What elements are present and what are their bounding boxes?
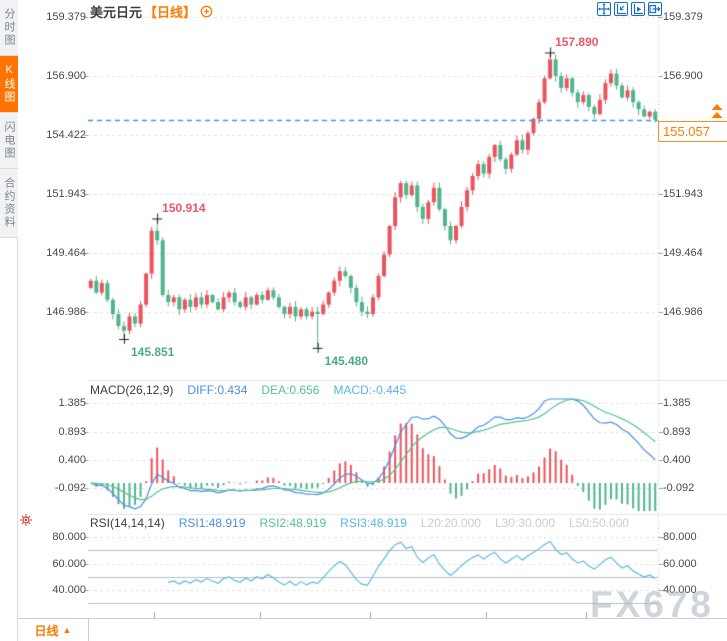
compress-left-icon[interactable]	[614, 2, 628, 16]
macd-diff-value: DIFF:0.434	[187, 383, 248, 397]
indicator-settings-icon[interactable]	[200, 5, 213, 18]
rsi-l20-value: L20:20.000	[420, 516, 481, 530]
last-price-value: 155.057	[663, 124, 710, 139]
rsi-title: RSI(14,14,14)	[90, 516, 165, 530]
macd-title: MACD(26,12,9)	[90, 383, 174, 397]
last-price-box: 155.057	[658, 121, 727, 142]
rsi2-value: RSI2:48.919	[259, 516, 327, 530]
compress-right-icon[interactable]	[631, 2, 645, 16]
sidebar-tab-3[interactable]: 闪电图	[0, 113, 18, 169]
symbol-title: 美元日元	[90, 5, 143, 20]
bottom-bar	[0, 618, 727, 641]
sidebar: 分时图 K线图 闪电图 合约资料	[0, 0, 18, 641]
goto-latest-icon[interactable]	[648, 2, 662, 16]
period-tag: 【日线】	[144, 5, 197, 20]
sidebar-tab-4[interactable]: 合约资料	[0, 169, 18, 238]
move-icon[interactable]	[597, 2, 611, 16]
sidebar-tab-2[interactable]: K线图	[0, 56, 18, 113]
bottom-bar-divider	[88, 618, 89, 641]
price-up-arrow-icon	[710, 103, 724, 120]
alert-icon[interactable]	[19, 513, 33, 527]
rsi-l30-value: L30:30.000	[494, 516, 555, 530]
rsi1-value: RSI1:48.919	[178, 516, 246, 530]
macd-dea-value: DEA:0.656	[261, 383, 320, 397]
rsi3-value: RSI3:48.919	[340, 516, 407, 530]
sidebar-tab-1[interactable]: 分时图	[0, 0, 18, 56]
rsi-label-row: RSI(14,14,14) RSI1:48.919 RSI2:48.919 RS…	[90, 516, 629, 530]
period-selector-label: 日线	[34, 623, 59, 638]
period-selector[interactable]: 日线 ▲	[18, 620, 88, 640]
rsi-l50-value: L50:50.000	[569, 516, 630, 530]
chart-title: 美元日元 【日线】	[90, 2, 213, 21]
macd-label-row: MACD(26,12,9) DIFF:0.434 DEA:0.656 MACD:…	[90, 383, 406, 397]
macd-hist-value: MACD:-0.445	[333, 383, 407, 397]
chart-toolbar	[597, 2, 662, 16]
caret-up-icon: ▲	[62, 625, 72, 635]
